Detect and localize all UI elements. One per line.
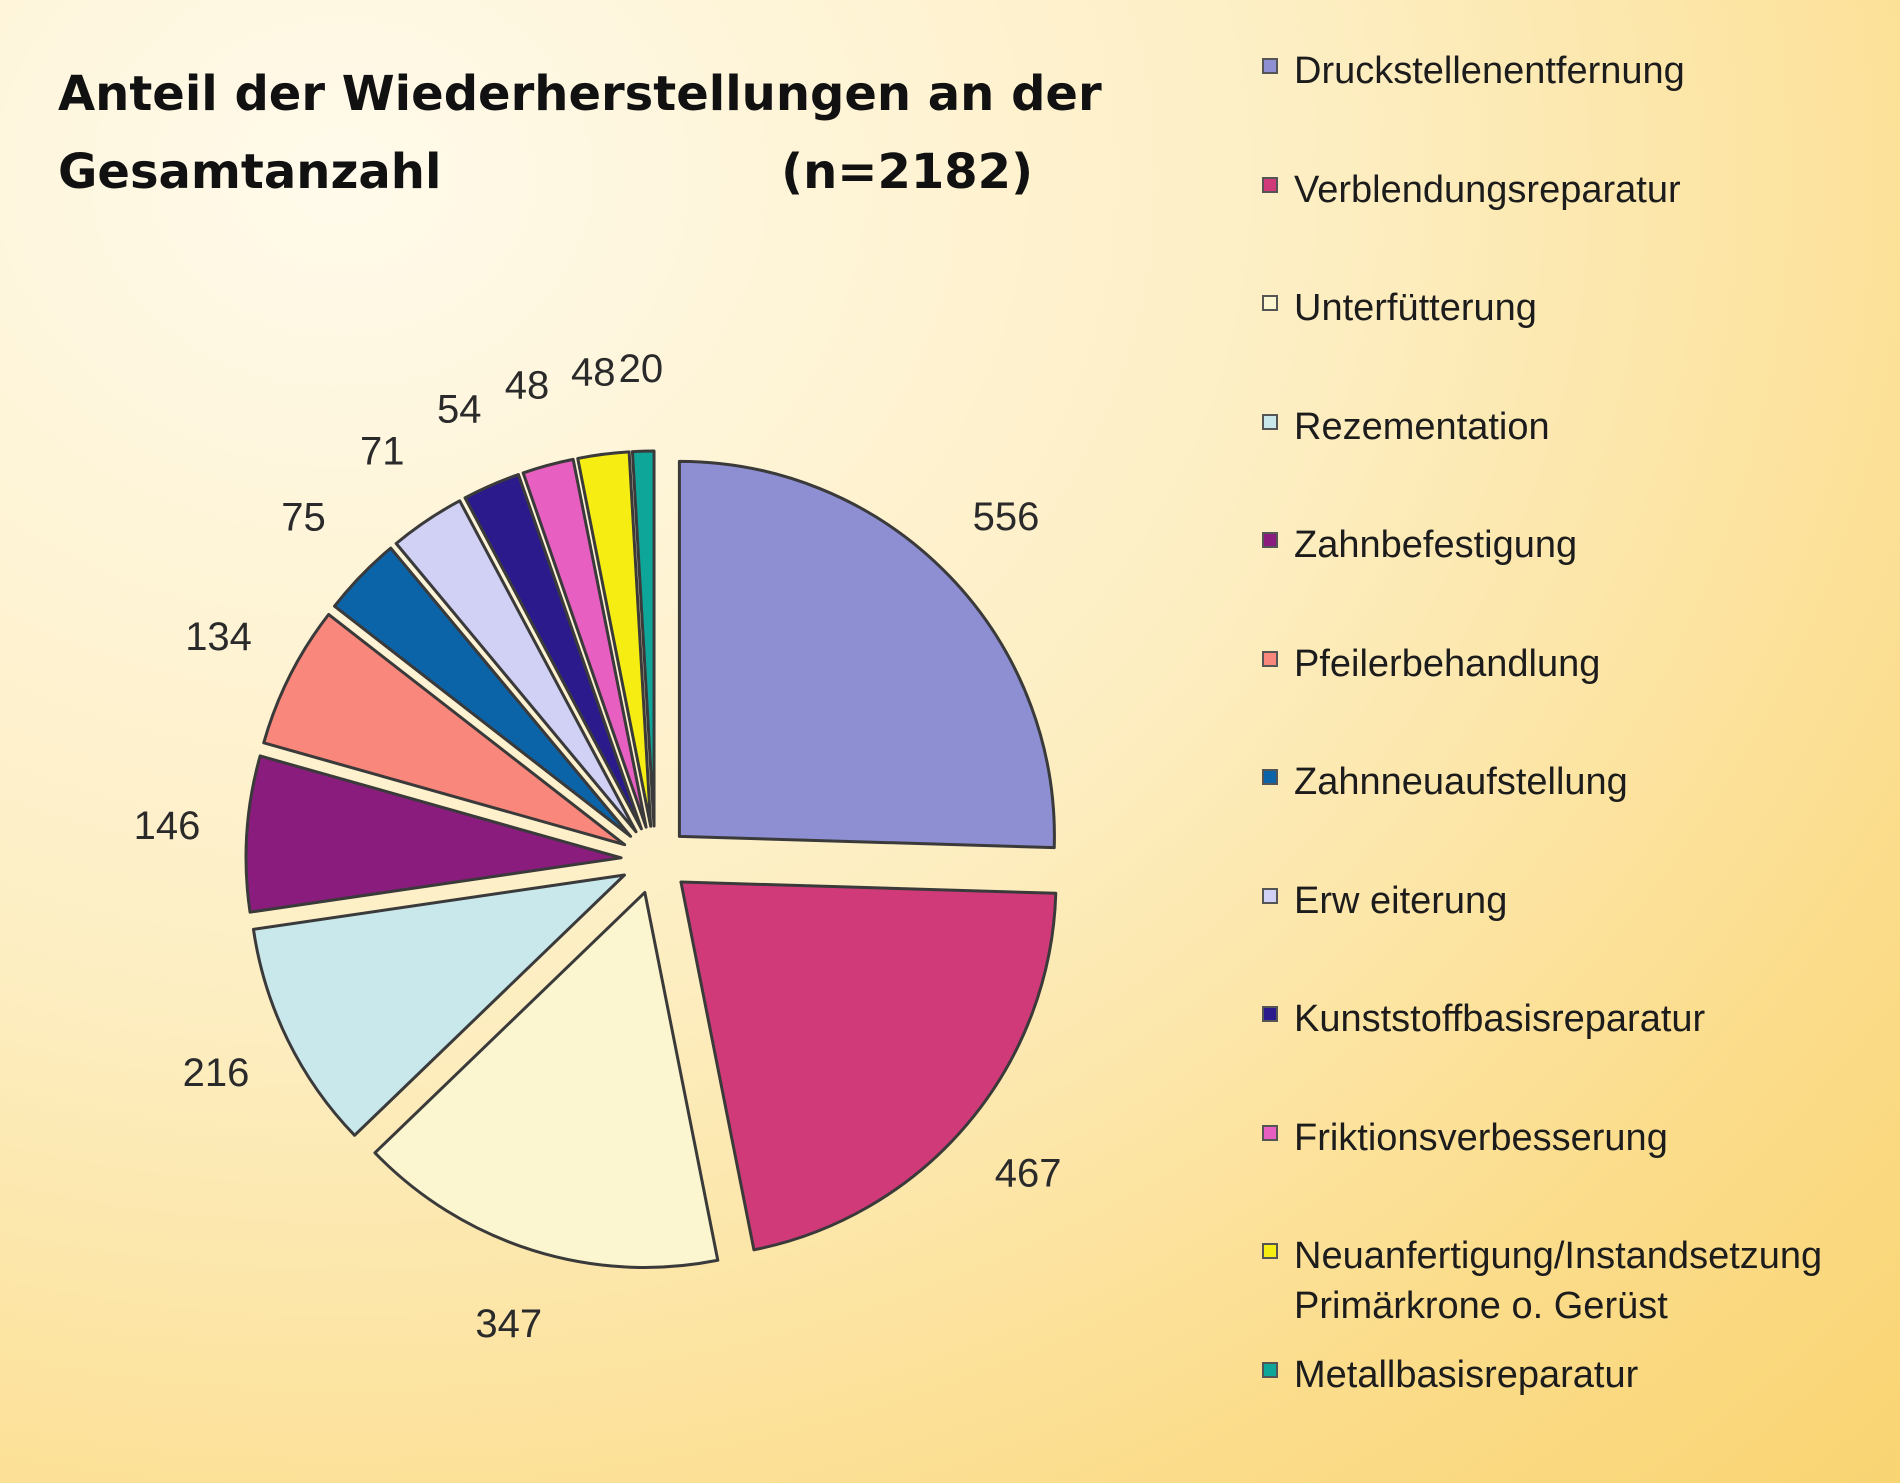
legend-label: Erw eiterung: [1294, 876, 1507, 926]
pie-slice-druckstellenentfernung: [677, 459, 1056, 850]
legend-label: Zahnneuaufstellung: [1294, 757, 1628, 807]
legend-label-line: Kunststoffbasisreparatur: [1294, 998, 1706, 1040]
pie-slice-unterf-tterung: [373, 890, 720, 1269]
data-label-friktionsverbesserung: 48: [505, 364, 550, 408]
pie-slice-neuanfertigung-instandsetzung-prim-rkrone-o-ger-st: [576, 450, 653, 828]
legend-swatch: [1262, 1243, 1278, 1259]
legend-label: Unterfütterung: [1294, 283, 1537, 333]
data-label-rezementation: 216: [183, 1051, 250, 1095]
legend-item: Unterfütterung: [1262, 283, 1892, 333]
data-label-zahnneuaufstellung: 75: [281, 496, 326, 540]
legend-label-line: Druckstellenentfernung: [1294, 50, 1685, 92]
legend-label-line: Zahnneuaufstellung: [1294, 761, 1628, 803]
legend-label-line: Friktionsverbesserung: [1294, 1116, 1668, 1159]
chart-title-n: (n=2182): [781, 144, 1033, 200]
legend-label-line: Unterfütterung: [1294, 287, 1537, 329]
pie-slice-friktionsverbesserung: [521, 457, 648, 829]
legend-item: Verblendungsreparatur: [1262, 165, 1892, 215]
legend-label-line: Metallbasisreparatur: [1294, 1353, 1639, 1396]
data-label-erweiterung: 71: [360, 430, 405, 474]
legend-label: Neuanfertigung/Instandsetzung Primärkrone…: [1294, 1231, 1822, 1331]
legend-label-line: Zahnbefestigung: [1294, 524, 1578, 566]
legend-item: Erw eiterung: [1262, 876, 1892, 926]
legend-label: Verblendungsreparatur: [1294, 165, 1681, 215]
legend-item: Zahnbefestigung: [1262, 520, 1892, 570]
legend-item: Zahnneuaufstellung: [1262, 757, 1892, 807]
legend-swatch: [1262, 295, 1278, 311]
legend-swatch: [1262, 532, 1278, 548]
data-label-kunststoffbasisreparatur: 54: [437, 387, 482, 431]
pie-slice-metallbasisreparatur: [630, 449, 656, 828]
legend-item: Druckstellenentfernung: [1262, 46, 1892, 96]
legend-item: Friktionsverbesserung: [1262, 1113, 1892, 1163]
legend-swatch: [1262, 1124, 1278, 1141]
legend-swatch: [1262, 58, 1278, 74]
legend-label-line: Verblendungsreparatur: [1294, 168, 1681, 211]
legend-swatch: [1262, 887, 1278, 904]
legend-label: Pfeilerbehandlung: [1294, 639, 1600, 689]
legend-label-line: Neuanfertigung/Instandsetzung: [1294, 1235, 1823, 1277]
legend-label-line: Rezementation: [1294, 405, 1550, 448]
legend-swatch: [1262, 650, 1278, 667]
pie-slice-zahnbefestigung: [244, 754, 623, 914]
legend-label-line: Primärkrone o. Gerüst: [1294, 1285, 1668, 1327]
legend-item: Metallbasisreparatur: [1262, 1350, 1892, 1400]
data-label-pfeilerbehandlung: 134: [185, 615, 252, 659]
legend-label: Friktionsverbesserung: [1294, 1113, 1668, 1163]
legend-swatch: [1262, 413, 1278, 430]
pie-slice-rezementation: [251, 873, 626, 1137]
legend-label-line: Erw eiterung: [1294, 879, 1508, 922]
chart-title-line-2-row: Gesamtanzahl (n=2182): [58, 133, 1033, 211]
pie-slice-kunststoffbasisreparatur: [463, 473, 643, 831]
legend-label: Rezementation: [1294, 402, 1550, 452]
data-label-metallbasisreparatur: 20: [619, 347, 664, 391]
legend-label: Zahnbefestigung: [1294, 520, 1577, 570]
data-label-verblendungsreparatur: 467: [995, 1152, 1062, 1196]
data-label-unterf-tterung: 347: [475, 1302, 542, 1346]
pie-slice-zahnneuaufstellung: [333, 546, 633, 838]
pie-slice-erweiterung: [394, 499, 638, 834]
legend-swatch: [1262, 769, 1278, 785]
chart-title: Anteil der Wiederherstellungen an der Ge…: [58, 55, 1102, 211]
legend-swatch: [1262, 1361, 1278, 1378]
legend-item: Pfeilerbehandlung: [1262, 639, 1892, 689]
legend-label-line: Pfeilerbehandlung: [1294, 642, 1601, 685]
legend-label: Metallbasisreparatur: [1294, 1350, 1638, 1400]
legend-item: Kunststoffbasisreparatur: [1262, 994, 1892, 1044]
chart-title-line-1: Anteil der Wiederherstellungen an der: [58, 66, 1102, 122]
legend-label: Kunststoffbasisreparatur: [1294, 994, 1705, 1044]
data-label-zahnbefestigung: 146: [134, 804, 201, 848]
data-label-druckstellenentfernung: 556: [973, 495, 1040, 539]
legend-item: Rezementation: [1262, 402, 1892, 452]
chart-title-line-2: Gesamtanzahl: [58, 144, 442, 200]
pie-slice-verblendungsreparatur: [679, 880, 1058, 1252]
legend-label: Druckstellenentfernung: [1294, 46, 1685, 96]
legend-swatch: [1262, 1006, 1278, 1022]
legend-item: Neuanfertigung/Instandsetzung Primärkrone…: [1262, 1231, 1892, 1331]
pie-slice-pfeilerbehandlung: [262, 612, 627, 847]
data-label-neuanfertigung-instandsetzung-prim-rkrone-o-ger-st: 48: [571, 350, 616, 394]
legend-swatch: [1262, 176, 1278, 193]
